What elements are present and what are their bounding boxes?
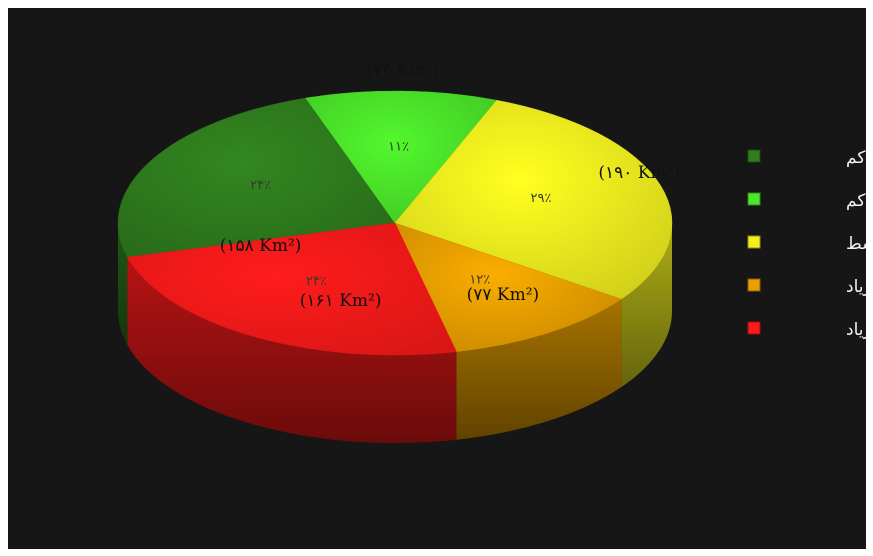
legend: خیلی کم کم متوسط زیاد خیلی زیاد bbox=[747, 148, 866, 340]
percent-label-1: ۱۱٪ bbox=[388, 139, 409, 154]
pie-slice-3 bbox=[394, 222, 622, 352]
slice-side-0 bbox=[118, 223, 128, 346]
area-label-3: (۷۷ Km²) bbox=[467, 285, 540, 305]
pie-slice-0 bbox=[117, 97, 396, 258]
legend-label-4: خیلی زیاد bbox=[846, 320, 866, 340]
area-label-2: (۱۹۰ Km²) bbox=[598, 163, 680, 183]
percent-label-0: ۲۴٪ bbox=[250, 178, 271, 193]
legend-label-3: زیاد bbox=[846, 277, 866, 297]
pie-slice-1 bbox=[305, 90, 498, 224]
legend-label-1: کم bbox=[846, 191, 866, 211]
pie-slices bbox=[117, 90, 673, 443]
percent-labels: ۲۴٪ ۱۱٪ ۲۹٪ ۱۲٪ ۲۴٪ bbox=[250, 139, 551, 289]
pie-slice-4 bbox=[127, 222, 457, 356]
area-label-1: (۷۴ Km²) bbox=[366, 60, 439, 80]
chart-area: ۲۴٪ ۱۱٪ ۲۹٪ ۱۲٪ ۲۴٪ (۱۵۸ Km²) (۷۴ Km²) (۱۹۰ Km… bbox=[8, 8, 866, 549]
legend-label-0: خیلی کم bbox=[846, 148, 866, 168]
percent-label-4: ۲۴٪ bbox=[306, 274, 327, 289]
legend-swatch-4 bbox=[747, 321, 761, 335]
percent-label-2: ۲۹٪ bbox=[530, 191, 551, 206]
slice-side-4 bbox=[127, 257, 457, 443]
legend-swatch-1 bbox=[747, 192, 761, 206]
pie-slice-2 bbox=[394, 99, 673, 300]
area-label-4: (۱۶۱ Km²) bbox=[300, 291, 382, 311]
area-labels: (۱۵۸ Km²) (۷۴ Km²) (۱۹۰ Km²) (۷۷ Km²) (۱۶۱ K… bbox=[220, 60, 680, 311]
legend-swatch-2 bbox=[747, 235, 761, 249]
slice-side-3 bbox=[456, 299, 622, 440]
legend-swatch-3 bbox=[747, 278, 761, 292]
legend-swatch-0 bbox=[747, 149, 761, 163]
legend-label-2: متوسط bbox=[846, 234, 866, 254]
slice-side-2 bbox=[621, 223, 672, 388]
area-label-0: (۱۵۸ Km²) bbox=[220, 236, 302, 256]
percent-label-3: ۱۲٪ bbox=[469, 272, 490, 287]
pie-chart: ۲۴٪ ۱۱٪ ۲۹٪ ۱۲٪ ۲۴٪ (۱۵۸ Km²) (۷۴ Km²) (۱۹۰ Km… bbox=[117, 60, 866, 443]
